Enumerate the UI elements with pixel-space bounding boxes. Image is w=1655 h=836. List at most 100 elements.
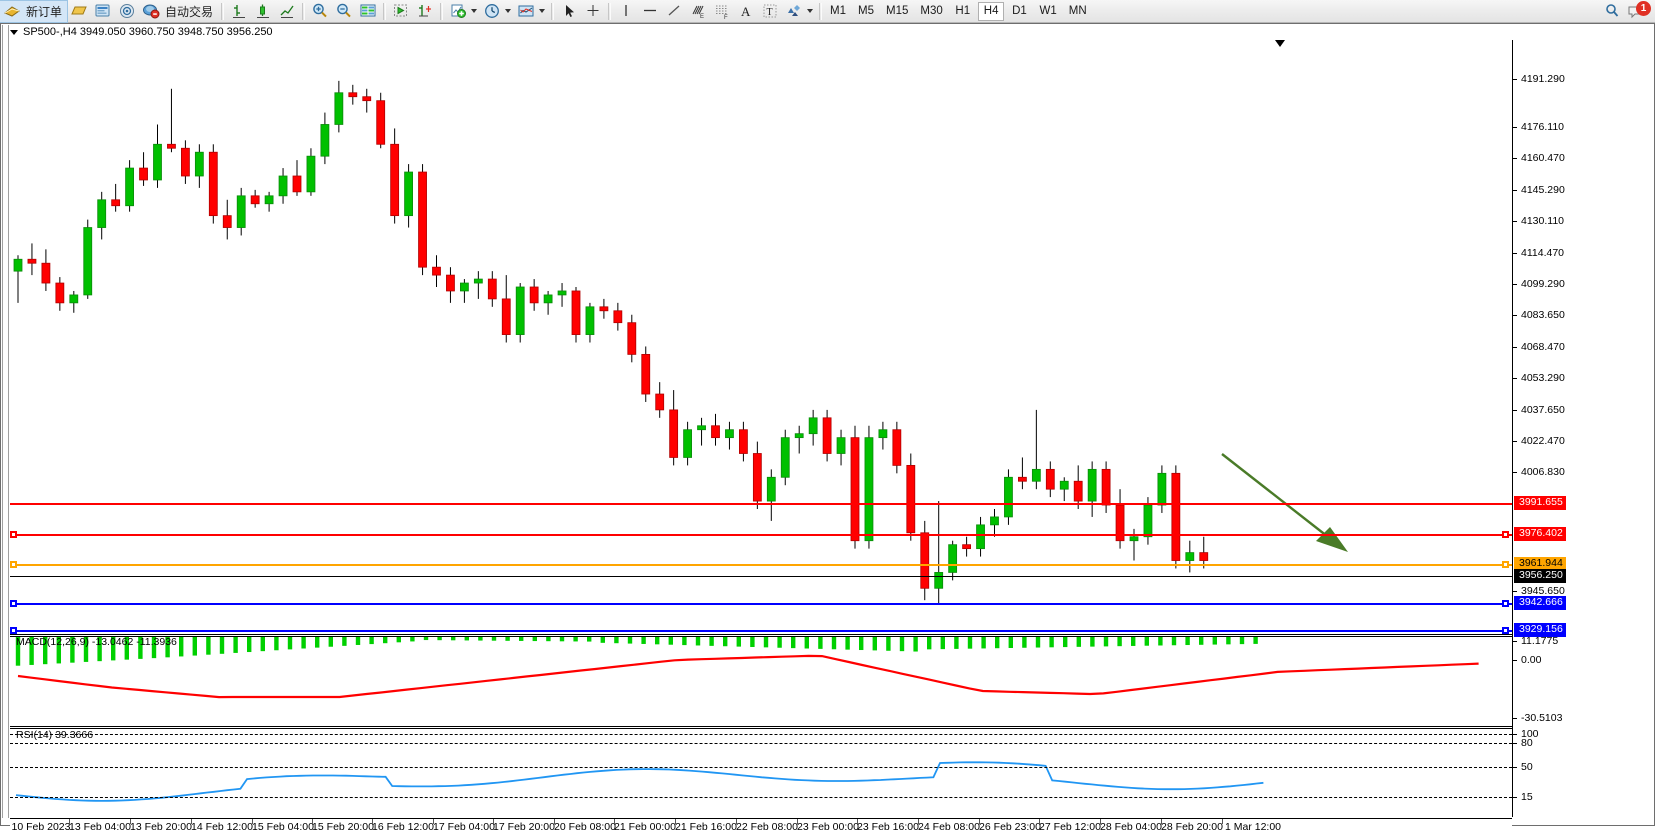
timeframe-m5[interactable]: M5: [858, 5, 875, 17]
rsi-level-line: [10, 767, 1512, 768]
time-tick: 13 Feb 04:00: [69, 821, 131, 833]
text-label-button[interactable]: T: [758, 1, 782, 22]
cursor-button[interactable]: [557, 1, 581, 22]
line-drag-handle[interactable]: [10, 561, 17, 568]
alerts-icon[interactable]: 1: [1627, 1, 1651, 20]
price-tick: 4053.290: [1513, 372, 1654, 384]
time-divider: [191, 819, 192, 824]
timeframe-m30[interactable]: M30: [920, 5, 943, 17]
line-drag-handle[interactable]: [1502, 627, 1509, 634]
indicator-label-rsi[interactable]: RSI(14) 39.3666: [16, 729, 94, 741]
auto-trading-button[interactable]: 自动交易: [139, 1, 218, 22]
price-label-support-2[interactable]: 3929.156: [1514, 623, 1566, 637]
price-label-resistance-2[interactable]: 3976.402: [1514, 527, 1566, 541]
chevron-down-icon-2[interactable]: [505, 9, 512, 13]
line-drag-handle[interactable]: [1502, 600, 1509, 607]
price-label-pending-order[interactable]: 3961.944: [1514, 557, 1566, 571]
elliott-wave-button[interactable]: E: [686, 1, 710, 22]
market-watch-button[interactable]: [91, 1, 115, 22]
auto-scroll-button[interactable]: [389, 1, 413, 22]
line-stroke: [10, 603, 1512, 605]
line-stroke: [10, 630, 1512, 632]
price-label-bid-price[interactable]: 3956.250: [1514, 569, 1566, 583]
price-tick: 4160.470: [1513, 152, 1654, 164]
cursor-icon: [560, 2, 578, 20]
chart-resize-grip[interactable]: [2, 25, 9, 818]
line-drag-handle[interactable]: [10, 531, 17, 538]
candlestick-chart-button[interactable]: [251, 1, 275, 22]
line-drag-handle[interactable]: [1502, 561, 1509, 568]
fibonacci-icon: F: [713, 2, 731, 21]
navigator-icon: [118, 2, 136, 20]
horizontal-line-button[interactable]: [638, 1, 662, 22]
time-tick: 10 Feb 2023: [11, 821, 71, 833]
chart-shift-button[interactable]: [413, 1, 437, 22]
bar-chart-icon: [230, 2, 248, 20]
time-tick: 28 Feb 04:00: [1100, 821, 1162, 833]
timeframe-d1[interactable]: D1: [1012, 5, 1027, 17]
chart-header: SP500-,H4 3949.050 3960.750 3948.750 395…: [10, 25, 273, 39]
vertical-line-button[interactable]: [614, 1, 638, 22]
line-drag-handle[interactable]: [10, 600, 17, 607]
price-label-support-1[interactable]: 3942.666: [1514, 596, 1566, 610]
indicator-scale-tick: 11.1775: [1513, 635, 1654, 647]
line-drag-handle[interactable]: [10, 627, 17, 634]
trendline-icon: [665, 2, 683, 20]
templates-button[interactable]: [514, 1, 548, 22]
timeframe-w1[interactable]: W1: [1039, 5, 1057, 17]
time-tick: 16 Feb 12:00: [372, 821, 434, 833]
price-label-resistance-1[interactable]: 3991.655: [1514, 496, 1566, 510]
line-chart-button[interactable]: [275, 1, 299, 22]
navigator-button[interactable]: [115, 1, 139, 22]
text-button[interactable]: A: [734, 1, 758, 22]
indicator-label-macd[interactable]: MACD(12,26,9) -13.0462 -11.3936: [16, 636, 177, 648]
price-tick: 4006.830: [1513, 466, 1654, 478]
price-tick: 4145.290: [1513, 184, 1654, 196]
line-chart-icon: [278, 2, 296, 20]
chevron-down-icon-3[interactable]: [539, 9, 546, 13]
time-divider: [1222, 819, 1223, 824]
svg-text:E: E: [700, 14, 704, 20]
line-drag-handle[interactable]: [1502, 531, 1509, 538]
timeframe-group: M1 M5 M15 M30 H1 H4 D1 W1 MN: [825, 1, 1092, 21]
fibonacci-button[interactable]: F: [710, 1, 734, 22]
zoom-in-button[interactable]: [308, 1, 332, 22]
trendline-button[interactable]: [662, 1, 686, 22]
horizontal-line-icon: [641, 2, 659, 20]
add-indicator-button[interactable]: [446, 1, 480, 22]
time-tick: 13 Feb 20:00: [130, 821, 192, 833]
zoom-out-button[interactable]: [332, 1, 356, 22]
time-tick: 27 Feb 12:00: [1039, 821, 1101, 833]
bar-chart-button[interactable]: [227, 1, 251, 22]
folder-button[interactable]: [67, 1, 91, 22]
chevron-down-icon[interactable]: [471, 9, 478, 13]
time-divider: [252, 819, 253, 824]
candlestick-chart-icon: [254, 2, 272, 20]
time-divider: [857, 819, 858, 824]
time-divider: [69, 819, 70, 824]
folder-icon: [70, 2, 88, 20]
search-icon[interactable]: [1603, 2, 1621, 20]
time-divider: [554, 819, 555, 824]
period-button[interactable]: [480, 1, 514, 22]
price-scale[interactable]: 4191.290 4176.110 4160.470 4145.290 4130.110…: [1512, 40, 1654, 817]
chart-menu-triangle-icon[interactable]: [10, 29, 18, 35]
data-window-button[interactable]: [356, 1, 380, 22]
crosshair-button[interactable]: [581, 1, 605, 22]
indicator-scale-tick: 50: [1513, 761, 1654, 773]
time-divider: [1161, 819, 1162, 824]
time-scale[interactable]: 10 Feb 2023 13 Feb 04:00 13 Feb 20:00 14 Fe…: [10, 818, 1512, 836]
chevron-down-icon-4[interactable]: [807, 9, 814, 13]
new-order-button[interactable]: 新订单: [0, 0, 69, 23]
timeframe-mn[interactable]: MN: [1068, 5, 1087, 17]
period-icon: [483, 2, 501, 20]
time-tick: 21 Feb 00:00: [614, 821, 676, 833]
templates-icon: [517, 2, 535, 20]
toolbar-separator-2: [302, 2, 306, 20]
timeframe-h1[interactable]: H1: [955, 5, 971, 17]
timeframe-m15[interactable]: M15: [886, 5, 909, 17]
chart-plot-area[interactable]: MACD(12,26,9) -13.0462 -11.3936 RSI(14) 3…: [10, 40, 1512, 817]
shapes-button[interactable]: [782, 1, 816, 22]
timeframe-h4[interactable]: H4: [977, 1, 1005, 21]
timeframe-m1[interactable]: M1: [830, 5, 847, 17]
